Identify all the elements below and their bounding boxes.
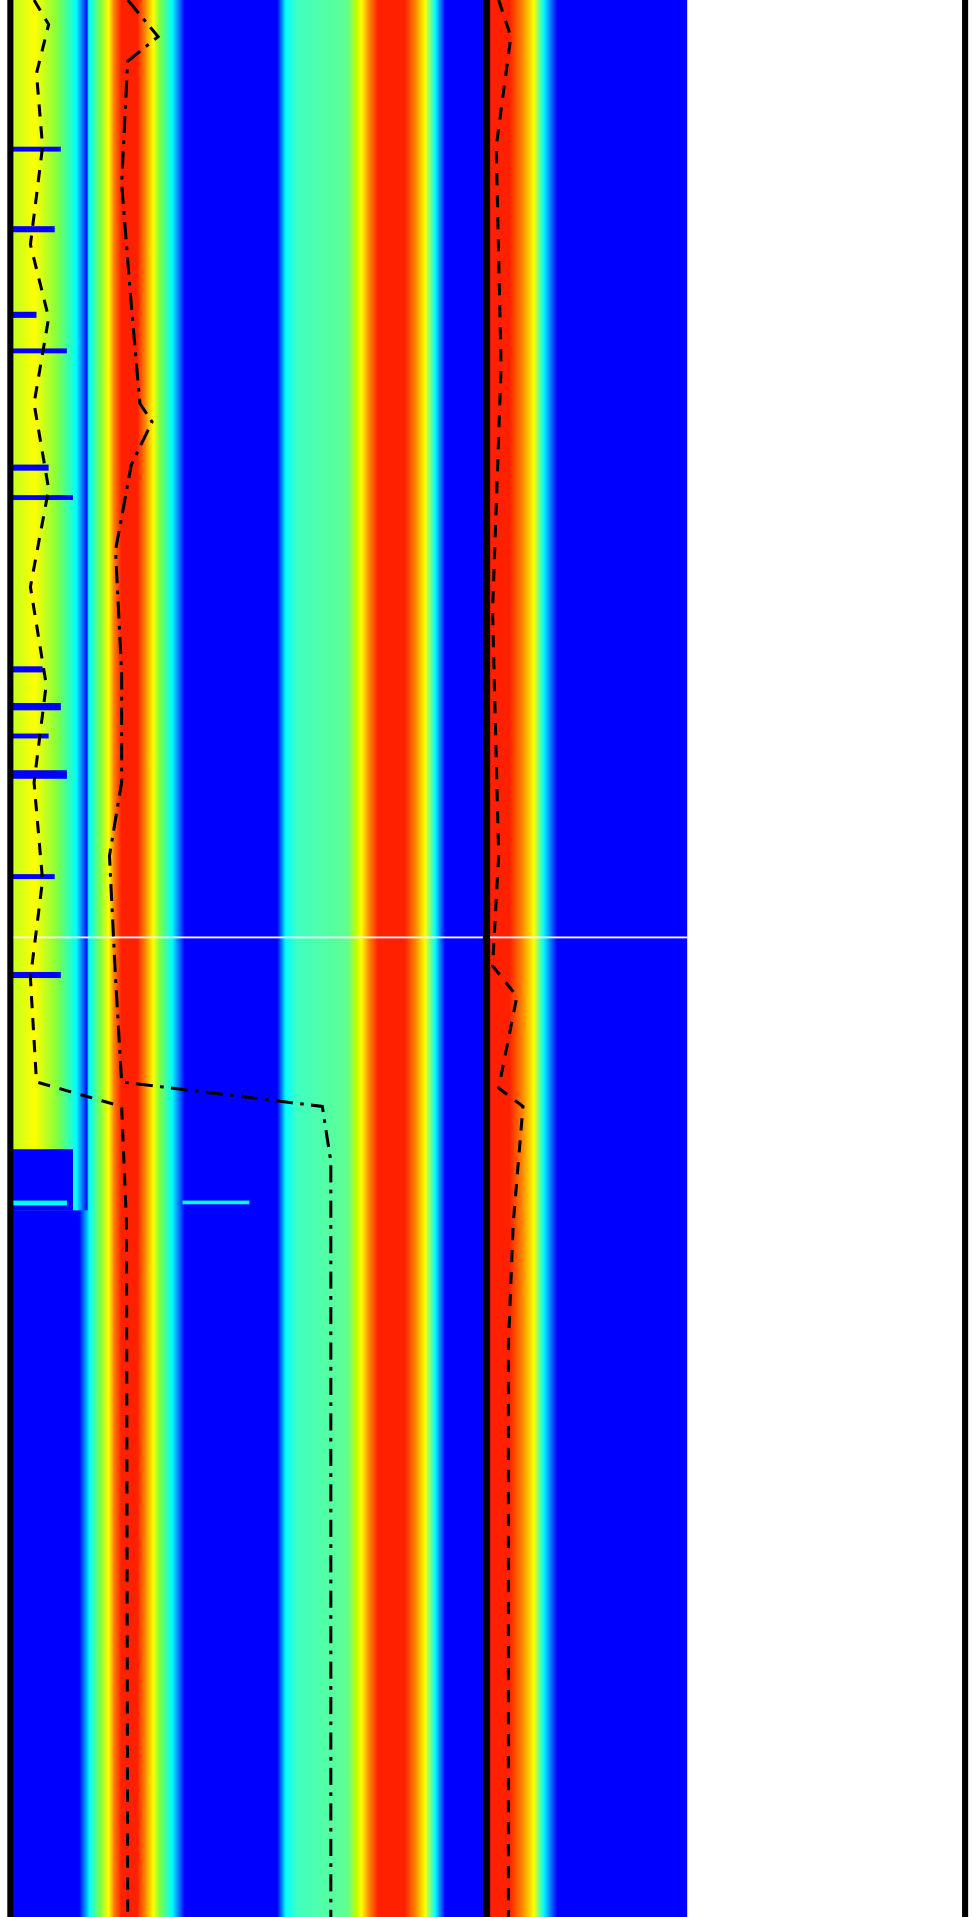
shape — [12, 495, 73, 501]
shape — [12, 226, 55, 233]
shape — [12, 770, 67, 779]
shape — [12, 702, 61, 711]
shape — [12, 311, 37, 318]
right-border — [962, 0, 969, 1917]
shape — [12, 733, 49, 739]
divider — [482, 0, 491, 1917]
shape — [12, 348, 67, 354]
curves — [28, 0, 525, 1917]
band-1 — [79, 0, 185, 1917]
band-2 — [277, 0, 446, 1917]
dashed-line-2 — [491, 0, 525, 1917]
stripe — [12, 1200, 67, 1206]
shape — [12, 971, 61, 979]
shape — [12, 464, 49, 471]
stripe — [182, 1200, 250, 1205]
dashdot-line — [107, 0, 333, 1917]
noisy-region — [12, 0, 88, 1211]
noise-stripes — [12, 146, 73, 1211]
shape — [12, 666, 43, 673]
shape — [12, 1149, 73, 1211]
band-3 — [488, 0, 558, 1917]
white-line — [12, 936, 688, 939]
shape — [12, 146, 61, 152]
dashed-line-1 — [28, 0, 130, 1917]
left-border — [7, 0, 14, 1917]
shape — [12, 874, 55, 880]
